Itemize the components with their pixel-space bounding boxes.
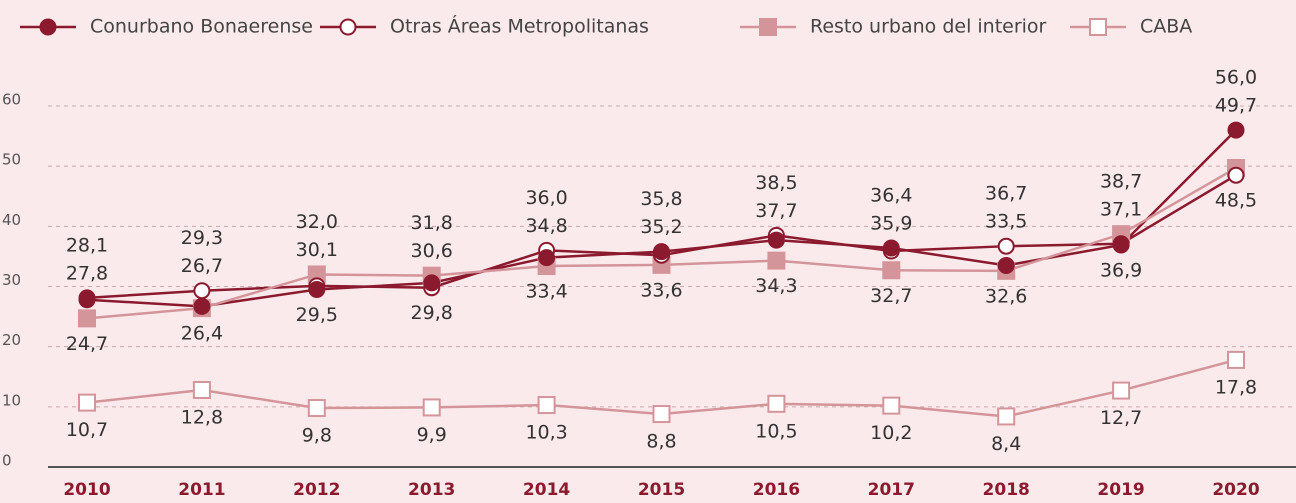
data-label: 32,6: [985, 285, 1027, 307]
point: [1227, 121, 1245, 139]
point: [882, 261, 901, 280]
data-label: 37,1: [1100, 199, 1142, 221]
point: [78, 393, 96, 412]
point: [537, 396, 556, 415]
data-label: 30,1: [296, 239, 338, 261]
point: [1112, 236, 1130, 254]
point: [422, 398, 441, 417]
data-label: 49,7: [1215, 95, 1257, 117]
point: [192, 380, 211, 399]
data-label: 29,8: [411, 302, 453, 324]
x-tick-label: 2011: [178, 480, 225, 500]
y-tick-label: 30: [2, 271, 21, 289]
data-label: 35,2: [640, 216, 682, 238]
y-tick-label: 20: [2, 331, 21, 349]
data-label: 33,6: [640, 279, 682, 301]
point: [193, 282, 211, 300]
point: [78, 291, 96, 309]
legend-label: Conurbano Bonaerense: [90, 16, 313, 38]
y-tick-label: 10: [2, 391, 21, 409]
data-label: 10,2: [870, 422, 912, 444]
data-label: 28,1: [66, 234, 108, 256]
data-label: 35,8: [640, 188, 682, 210]
data-label: 36,7: [985, 183, 1027, 205]
y-tick-label: 0: [2, 452, 12, 470]
legend-label: Resto urbano del interior: [810, 16, 1047, 38]
x-tick-label: 2020: [1212, 480, 1259, 500]
point: [767, 394, 786, 413]
point: [882, 396, 901, 415]
point: [767, 231, 785, 249]
data-label: 34,8: [525, 215, 567, 237]
data-label: 12,7: [1100, 407, 1142, 429]
point: [1227, 350, 1245, 369]
x-tick-label: 2014: [523, 480, 570, 500]
data-label: 26,4: [181, 323, 223, 345]
point: [307, 399, 326, 418]
y-tick-label: 60: [2, 91, 21, 109]
point: [882, 239, 900, 257]
legend-label: Otras Áreas Metropolitanas: [390, 15, 649, 38]
point: [1227, 166, 1245, 184]
data-label: 38,5: [755, 172, 797, 194]
y-tick-label: 50: [2, 151, 21, 169]
data-label: 36,9: [1100, 259, 1142, 281]
data-label: 29,5: [296, 304, 338, 326]
point: [308, 281, 326, 299]
data-label: 12,8: [181, 406, 223, 428]
x-tick-label: 2017: [868, 480, 915, 500]
point: [997, 256, 1015, 274]
point: [767, 251, 786, 270]
x-tick-label: 2018: [983, 480, 1030, 500]
point: [78, 309, 96, 328]
legend-label: CABA: [1140, 16, 1192, 38]
point: [193, 297, 211, 315]
data-label: 38,7: [1100, 171, 1142, 193]
legend-marker: [39, 18, 57, 36]
point: [653, 243, 670, 261]
legend-marker: [339, 18, 357, 36]
data-label: 37,7: [755, 200, 797, 222]
data-label: 33,5: [985, 211, 1027, 233]
point: [997, 407, 1016, 426]
data-label: 10,5: [755, 420, 797, 442]
data-label: 9,8: [302, 425, 332, 447]
data-label: 17,8: [1215, 376, 1257, 398]
x-tick-label: 2012: [293, 480, 340, 500]
data-label: 36,0: [525, 187, 567, 209]
data-label: 36,4: [870, 184, 912, 206]
data-label: 30,6: [411, 240, 453, 262]
data-label: 34,3: [755, 275, 797, 297]
point: [423, 274, 441, 292]
point: [652, 405, 671, 424]
data-label: 32,0: [296, 211, 338, 233]
data-label: 26,7: [181, 255, 223, 277]
data-label: 10,3: [525, 422, 567, 444]
data-label: 33,4: [525, 281, 567, 303]
x-tick-label: 2010: [63, 480, 110, 500]
data-label: 48,5: [1215, 190, 1257, 212]
x-tick-label: 2013: [408, 480, 455, 500]
x-tick-label: 2019: [1097, 480, 1144, 500]
point: [538, 249, 556, 267]
point: [1112, 381, 1131, 400]
data-label: 29,3: [181, 227, 223, 249]
data-label: 31,8: [411, 212, 453, 234]
legend-marker: [1089, 18, 1107, 36]
x-tick-label: 2015: [638, 480, 685, 500]
data-label: 9,9: [417, 424, 447, 446]
x-tick-label: 2016: [753, 480, 800, 500]
data-label: 24,7: [66, 333, 108, 355]
data-label: 8,8: [646, 431, 676, 453]
data-label: 10,7: [66, 419, 108, 441]
y-tick-label: 40: [2, 211, 21, 229]
legend-marker: [759, 18, 777, 36]
data-label: 56,0: [1215, 67, 1257, 89]
point: [997, 237, 1015, 255]
data-label: 32,7: [870, 285, 912, 307]
data-label: 8,4: [991, 433, 1021, 455]
data-label: 35,9: [870, 212, 912, 234]
data-label: 27,8: [66, 262, 108, 284]
